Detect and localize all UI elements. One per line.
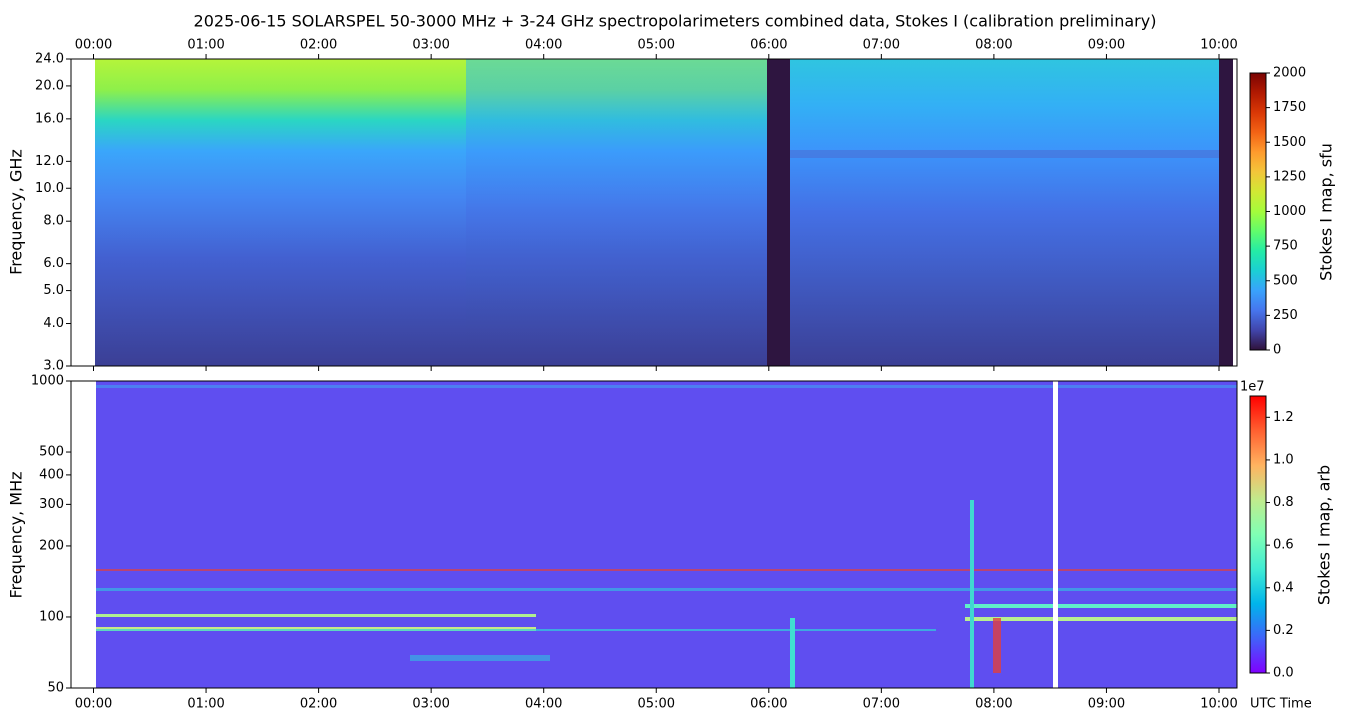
colorbar-tick-label: 1500 xyxy=(1273,135,1306,150)
x-tick-label: 07:00 xyxy=(863,38,900,53)
y-tick-label: 16.0 xyxy=(35,111,64,126)
colorbar-tick-label: 0.4 xyxy=(1273,580,1294,595)
colorbar-tick-label: 0 xyxy=(1273,343,1281,358)
y-tick-label: 20.0 xyxy=(35,78,64,93)
x-tick-label: 05:00 xyxy=(638,697,675,712)
y-tick-label: 3.0 xyxy=(43,359,64,374)
colorbar-tick-label: 250 xyxy=(1273,308,1298,323)
y-tick-label: 4.0 xyxy=(43,316,64,331)
colorbar-tick-label: 0.0 xyxy=(1273,666,1294,681)
colorbar-tick-label: 1000 xyxy=(1273,204,1306,219)
colorbar-tick-label: 1250 xyxy=(1273,169,1306,184)
x-tick-label: 00:00 xyxy=(75,38,112,53)
colorbar-tick-label: 0.8 xyxy=(1273,495,1294,510)
x-tick-label: 00:00 xyxy=(75,697,112,712)
x-tick-label: 08:00 xyxy=(975,697,1012,712)
x-tick-label: 01:00 xyxy=(187,38,224,53)
colorbar-label: Stokes I map, arb xyxy=(1315,465,1334,605)
y-tick-label: 24.0 xyxy=(35,52,64,67)
x-tick-label: 09:00 xyxy=(1088,38,1125,53)
x-tick-label: 10:00 xyxy=(1200,697,1237,712)
y-tick-label: 100 xyxy=(39,609,64,624)
x-tick-label: 08:00 xyxy=(975,38,1012,53)
colorbar-label: Stokes I map, sfu xyxy=(1317,143,1336,281)
colorbar-tick-label: 750 xyxy=(1273,239,1298,254)
x-tick-label: 06:00 xyxy=(750,38,787,53)
y-tick-label: 300 xyxy=(39,497,64,512)
y-tick-label: 8.0 xyxy=(43,214,64,229)
x-tick-label: 02:00 xyxy=(300,38,337,53)
heatmap-top xyxy=(95,59,1233,366)
x-tick-label: 06:00 xyxy=(750,697,787,712)
x-tick-label: 07:00 xyxy=(863,697,900,712)
colorbar-tick-label: 0.2 xyxy=(1273,623,1294,638)
x-tick-label: 10:00 xyxy=(1200,38,1237,53)
y-tick-label: 5.0 xyxy=(43,283,64,298)
colorbar-tick-label: 1.0 xyxy=(1273,452,1294,467)
colorbar-tick-label: 1.2 xyxy=(1273,410,1294,425)
y-tick-label: 10.0 xyxy=(35,181,64,196)
heatmap-bottom xyxy=(96,381,1237,688)
y-tick-label: 200 xyxy=(39,538,64,553)
x-tick-label: 03:00 xyxy=(412,697,449,712)
y-tick-label: 50 xyxy=(47,681,64,696)
axes-frame xyxy=(70,380,1238,689)
colorbar-offset: 1e7 xyxy=(1240,380,1265,395)
x-axis-label: UTC Time xyxy=(1250,697,1312,712)
x-tick-label: 03:00 xyxy=(412,38,449,53)
axes-frame xyxy=(70,58,1238,367)
x-tick-label: 02:00 xyxy=(300,697,337,712)
chart-title: 2025-06-15 SOLARSPEL 50-3000 MHz + 3-24 … xyxy=(194,12,1157,31)
y-tick-label: 500 xyxy=(39,445,64,460)
y-axis-label: Frequency, GHz xyxy=(7,149,26,275)
x-tick-label: 01:00 xyxy=(187,697,224,712)
y-tick-label: 400 xyxy=(39,467,64,482)
colorbar-tick-label: 500 xyxy=(1273,273,1298,288)
x-tick-label: 04:00 xyxy=(525,38,562,53)
colorbar xyxy=(1249,72,1267,351)
y-axis-label: Frequency, MHz xyxy=(7,471,26,598)
x-tick-label: 09:00 xyxy=(1088,697,1125,712)
colorbar xyxy=(1249,395,1267,674)
x-tick-label: 04:00 xyxy=(525,697,562,712)
y-tick-label: 12.0 xyxy=(35,154,64,169)
colorbar-tick-label: 1750 xyxy=(1273,100,1306,115)
x-tick-label: 05:00 xyxy=(638,38,675,53)
y-tick-label: 6.0 xyxy=(43,256,64,271)
colorbar-tick-label: 2000 xyxy=(1273,66,1306,81)
colorbar-tick-label: 0.6 xyxy=(1273,538,1294,553)
y-tick-label: 1000 xyxy=(31,374,64,389)
